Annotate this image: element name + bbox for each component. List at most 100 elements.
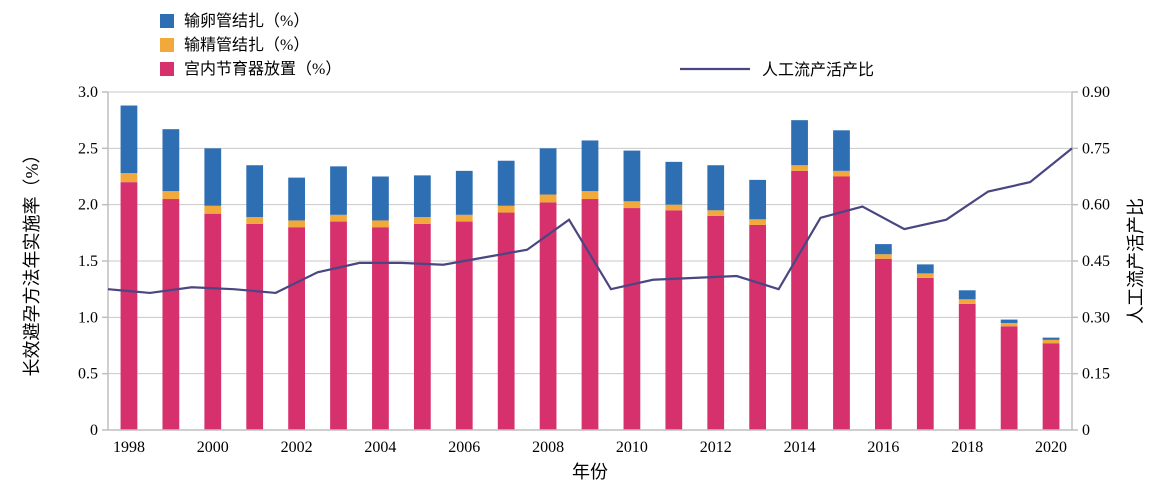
y-right-axis-label: 人工流产活产比 (1126, 198, 1146, 324)
bar-tubal (959, 290, 976, 299)
bar-iud (456, 222, 473, 430)
bar-vasectomy (121, 173, 138, 182)
bar-vasectomy (624, 201, 641, 208)
chart-svg: 00.51.01.52.02.53.000.150.300.450.600.75… (0, 0, 1170, 500)
x-tick-label: 2010 (616, 439, 648, 456)
bar-vasectomy (498, 206, 515, 213)
x-tick-label: 2016 (867, 439, 899, 456)
x-axis-label: 年份 (572, 462, 608, 482)
bar-iud (414, 224, 431, 430)
bar-tubal (749, 180, 766, 219)
bar-vasectomy (1001, 323, 1018, 326)
bar-tubal (540, 148, 557, 194)
y-left-tick-label: 2.0 (78, 197, 98, 214)
bar-tubal (791, 120, 808, 165)
y-right-tick-label: 0.15 (1082, 366, 1110, 383)
bar-tubal (456, 171, 473, 215)
bar-vasectomy (162, 191, 179, 199)
bar-tubal (707, 165, 724, 210)
bar-vasectomy (246, 217, 263, 224)
y-right-tick-label: 0.75 (1082, 140, 1110, 157)
bar-iud (204, 214, 221, 430)
bar-vasectomy (288, 220, 305, 227)
bar-vasectomy (917, 273, 934, 278)
legend-swatch-iud (160, 62, 174, 76)
bar-tubal (121, 106, 138, 174)
bar-tubal (1043, 338, 1060, 340)
bar-tubal (162, 129, 179, 191)
bar-vasectomy (582, 191, 599, 199)
y-right-tick-label: 0.45 (1082, 253, 1110, 270)
bar-vasectomy (372, 220, 389, 227)
x-tick-label: 2012 (700, 439, 732, 456)
legend-label-tubal: 输卵管结扎（%） (184, 12, 309, 30)
bar-vasectomy (749, 219, 766, 225)
bar-tubal (1001, 320, 1018, 323)
bar-tubal (330, 166, 347, 214)
bar-vasectomy (707, 210, 724, 216)
x-tick-label: 2006 (448, 439, 480, 456)
bar-tubal (665, 162, 682, 205)
y-right-tick-label: 0 (1082, 422, 1090, 439)
x-tick-label: 2018 (951, 439, 983, 456)
bar-tubal (498, 161, 515, 206)
bar-iud (498, 213, 515, 430)
y-left-tick-label: 2.5 (78, 140, 98, 157)
bar-tubal (917, 264, 934, 273)
bar-iud (162, 199, 179, 430)
legend-swatch-tubal (160, 14, 174, 28)
y-right-tick-label: 0.60 (1082, 197, 1110, 214)
bar-iud (372, 227, 389, 430)
chart-container: 00.51.01.52.02.53.000.150.300.450.600.75… (0, 0, 1170, 500)
bar-iud (330, 222, 347, 430)
bar-vasectomy (665, 205, 682, 211)
bar-iud (665, 210, 682, 430)
bar-iud (917, 278, 934, 430)
bar-tubal (875, 244, 892, 254)
x-tick-label: 2020 (1035, 439, 1067, 456)
x-tick-label: 2000 (197, 439, 229, 456)
y-left-tick-label: 0 (90, 422, 98, 439)
bar-iud (749, 225, 766, 430)
bar-iud (246, 224, 263, 430)
bar-vasectomy (959, 299, 976, 304)
legend-label-vasectomy: 输精管结扎（%） (184, 36, 309, 54)
bar-iud (582, 199, 599, 430)
bar-tubal (582, 140, 599, 191)
bar-tubal (288, 178, 305, 221)
x-tick-label: 2004 (364, 439, 396, 456)
bar-vasectomy (540, 195, 557, 203)
bar-tubal (414, 175, 431, 217)
y-right-tick-label: 0.30 (1082, 309, 1110, 326)
bar-vasectomy (791, 165, 808, 171)
legend-label-line: 人工流产活产比 (762, 61, 874, 79)
y-right-tick-label: 0.90 (1082, 84, 1110, 101)
bar-tubal (246, 165, 263, 217)
legend-label-iud: 宫内节育器放置（%） (184, 60, 341, 78)
bar-vasectomy (204, 206, 221, 214)
x-tick-label: 2002 (281, 439, 313, 456)
bar-tubal (372, 177, 389, 221)
y-left-axis-label: 长效避孕方法年实施率（%） (22, 146, 42, 377)
bar-vasectomy (330, 215, 347, 222)
bar-vasectomy (875, 254, 892, 259)
bar-vasectomy (1043, 340, 1060, 343)
x-tick-label: 1998 (113, 439, 145, 456)
bar-vasectomy (456, 215, 473, 222)
legend-swatch-vasectomy (160, 38, 174, 52)
bar-tubal (624, 151, 641, 202)
y-left-tick-label: 0.5 (78, 366, 98, 383)
x-tick-label: 2014 (784, 439, 816, 456)
bar-iud (1001, 326, 1018, 430)
bar-iud (1043, 343, 1060, 430)
bar-iud (540, 202, 557, 430)
y-left-tick-label: 1.0 (78, 309, 98, 326)
bar-iud (624, 208, 641, 430)
bar-iud (707, 216, 724, 430)
bar-vasectomy (833, 171, 850, 177)
bar-vasectomy (414, 217, 431, 224)
y-left-tick-label: 1.5 (78, 253, 98, 270)
bar-iud (288, 227, 305, 430)
bar-iud (121, 182, 138, 430)
bar-iud (875, 259, 892, 430)
